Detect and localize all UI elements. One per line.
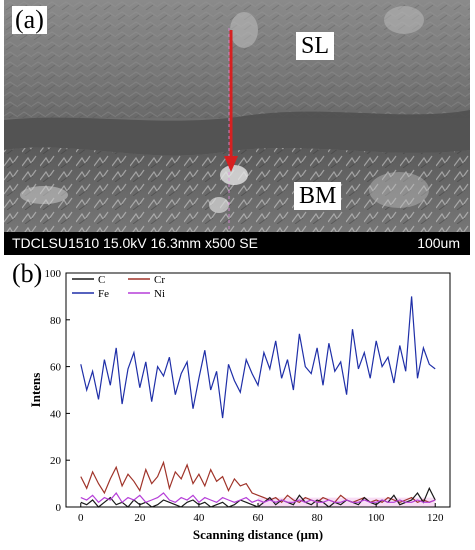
fusion-boundary <box>4 110 470 156</box>
panel-a-label: (a) <box>12 6 47 34</box>
bm-layer-texture <box>4 147 470 232</box>
bright-spot <box>384 6 424 34</box>
sl-region-label: SL <box>296 32 335 60</box>
y-tick-label: 80 <box>50 315 62 327</box>
x-axis-title: Scanning distance (μm) <box>193 527 323 542</box>
x-tick-label: 60 <box>253 512 265 524</box>
legend-label-ni: Ni <box>154 288 165 300</box>
legend-label-c: C <box>98 274 105 286</box>
x-tick-label: 100 <box>368 512 385 524</box>
bright-spot <box>20 186 68 204</box>
y-tick-label: 60 <box>50 362 62 374</box>
sem-parameters: TDCLSU1510 15.0kV 16.3mm x500 SE <box>12 235 258 251</box>
legend-label-cr: Cr <box>154 274 165 286</box>
sem-image <box>4 0 470 232</box>
x-tick-label: 80 <box>312 512 324 524</box>
line-scan-panel: 0 20 40 60 80 100 120 0 20 40 60 80 100 Scanning dist… <box>4 257 470 547</box>
plot-frame <box>65 272 451 508</box>
x-tick-label: 0 <box>78 512 84 524</box>
sem-micrograph-panel: (a) SL BM TDCLSU1510 15.0kV 16.3mm x500 … <box>4 0 470 255</box>
bright-spot <box>209 197 229 213</box>
y-axis-title: Intens <box>28 373 43 408</box>
series-line-fe <box>80 296 436 419</box>
scan-arrow-head <box>224 156 238 172</box>
x-tick-label: 40 <box>193 512 205 524</box>
bm-region-label: BM <box>294 182 342 210</box>
y-tick-label: 40 <box>50 408 62 420</box>
baseline-haze <box>258 497 436 507</box>
bright-spot <box>220 165 248 185</box>
x-tick-label: 20 <box>134 512 146 524</box>
series-line-c <box>80 486 436 508</box>
legend-label-fe: Fe <box>98 288 109 300</box>
panel-b-label: (b) <box>12 259 43 288</box>
scale-label: 100um <box>417 235 460 251</box>
series-line-ni <box>80 491 436 504</box>
y-tick-label: 100 <box>45 268 62 280</box>
y-tick-label: 0 <box>56 502 62 514</box>
series-line-cr <box>80 460 436 504</box>
line-scan-chart: 0 20 40 60 80 100 120 0 20 40 60 80 100 Scanning dist… <box>28 268 451 542</box>
sem-info-bar: TDCLSU1510 15.0kV 16.3mm x500 SE 100um <box>4 232 470 255</box>
y-tick-label: 20 <box>50 455 62 467</box>
x-tick-label: 120 <box>427 512 444 524</box>
bright-spot <box>369 172 429 208</box>
bright-spot <box>230 12 258 48</box>
